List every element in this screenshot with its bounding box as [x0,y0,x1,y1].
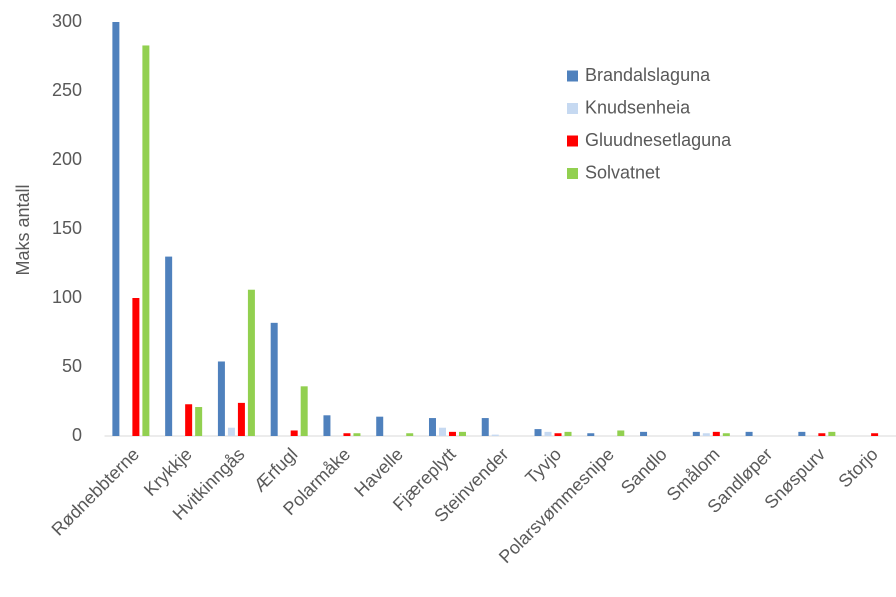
bar [871,433,879,436]
bar [290,430,298,436]
bar [458,431,466,436]
bar [481,418,489,436]
bar [712,431,720,436]
legend-label: Gluudnesetlaguna [585,130,732,150]
legend-label: Solvatnet [585,162,660,182]
bar [534,429,542,436]
bar [702,433,710,436]
bar [692,431,700,436]
bar [112,22,120,436]
bar [544,431,552,436]
bar [353,433,361,436]
y-tick-label: 50 [62,356,82,376]
bar [438,427,446,436]
bar [376,416,384,436]
x-tick-label: Rødnebbterne [48,444,144,540]
bar [828,431,836,436]
bar [195,407,203,436]
bar [617,430,625,436]
y-tick-label: 300 [52,11,82,31]
bar [237,402,245,436]
bar [217,361,225,436]
bar [300,386,308,436]
x-tick-label: Tyvjo [521,444,565,488]
legend-swatch [567,70,578,82]
bar [132,298,140,436]
y-tick-label: 250 [52,80,82,100]
bar [448,431,456,436]
bar [798,431,806,436]
bar [185,404,193,436]
legend-label: Brandalslaguna [585,65,711,85]
bar [165,256,173,436]
bar [818,433,826,436]
legend-swatch [567,135,578,147]
bar [428,418,436,436]
y-tick-label: 150 [52,218,82,238]
bar [564,431,572,436]
legend-label: Knudsenheia [585,97,691,117]
bar [270,322,278,436]
y-tick-label: 100 [52,287,82,307]
bar [554,433,562,436]
legend-swatch [567,168,578,179]
bar [323,415,331,436]
bar [247,289,255,436]
bar [640,431,648,436]
bar [227,427,235,436]
bar [142,45,150,437]
bar [343,433,351,436]
x-tick-label: Ærfugl [250,444,302,496]
y-tick-label: 200 [52,149,82,169]
y-tick-label: 0 [72,425,82,445]
bar [722,433,730,436]
bar [406,433,414,436]
y-axis-label: Maks antall [13,184,33,275]
bar [745,431,753,436]
bar [587,433,595,436]
legend-swatch [567,103,578,114]
x-tick-label: Storjo [834,444,881,491]
bar [491,434,499,436]
